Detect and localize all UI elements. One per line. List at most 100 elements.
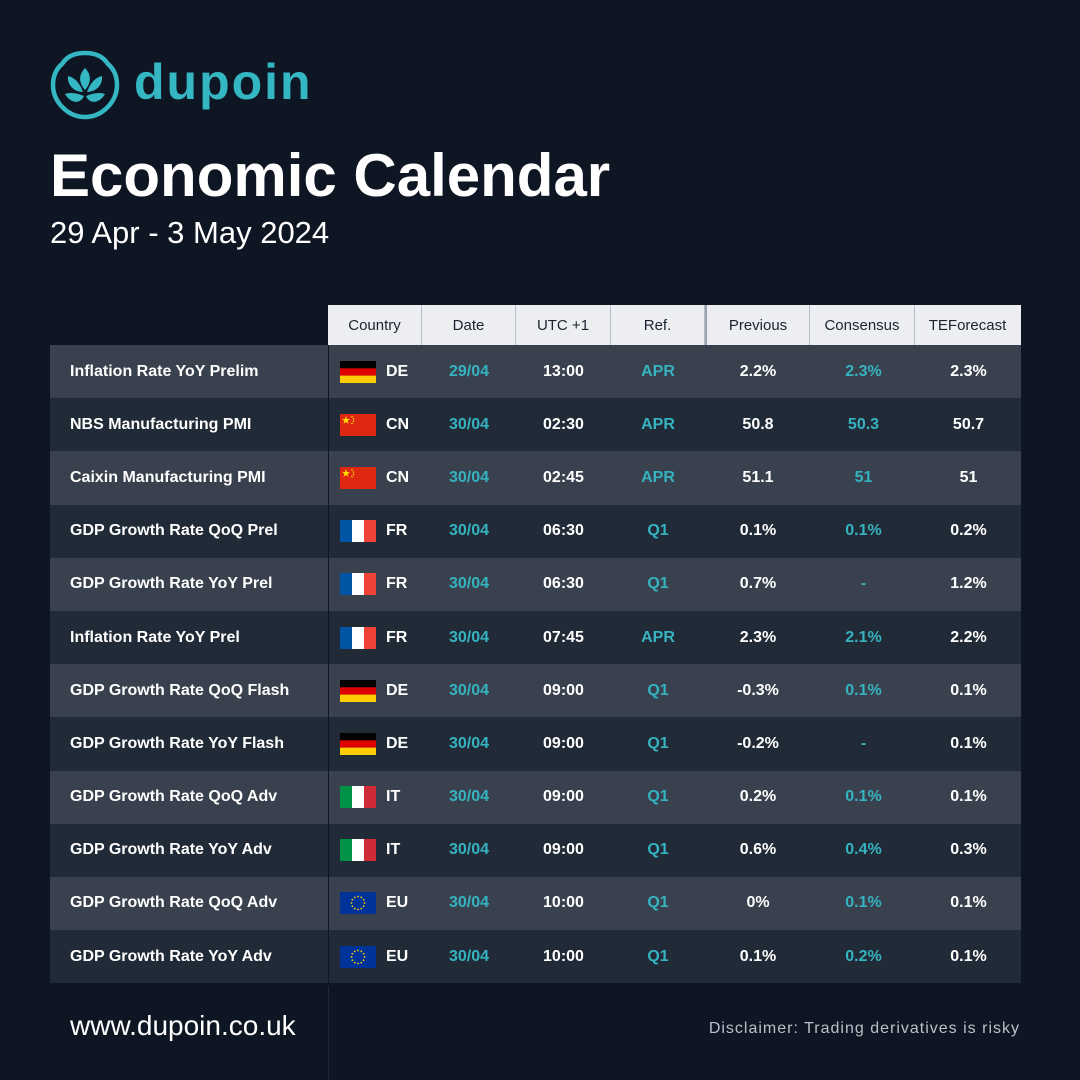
event-name: GDP Growth Rate QoQ Flash bbox=[70, 681, 290, 699]
country-code: DE bbox=[386, 681, 409, 699]
forecast-value: 0.1% bbox=[950, 894, 987, 912]
website-url: www.dupoin.co.uk bbox=[70, 1010, 296, 1041]
header-ref: Ref. bbox=[611, 305, 705, 345]
event-ref: Q1 bbox=[647, 522, 669, 540]
event-ref: APR bbox=[641, 415, 675, 433]
consensus-value: - bbox=[860, 734, 867, 752]
country-code: IT bbox=[386, 788, 401, 806]
previous-value: 51.1 bbox=[742, 468, 774, 486]
table-row: GDP Growth Rate QoQ Adv EU 30/04 10:00 Q1 0% 0… bbox=[50, 876, 1021, 931]
brand-name: dupoin bbox=[134, 54, 313, 110]
table-row: GDP Growth Rate YoY Adv EU 30/04 10:00 Q1 0.1… bbox=[50, 930, 1021, 984]
event-date: 30/04 bbox=[448, 894, 490, 912]
previous-value: 0.2% bbox=[739, 788, 777, 806]
country-cell: IT bbox=[328, 839, 422, 862]
table-row: Caixin Manufacturing PMI CN 30/04 02:45 APR 5… bbox=[50, 451, 1021, 505]
event-date: 30/04 bbox=[448, 522, 490, 540]
forecast-value: 0.3% bbox=[950, 841, 987, 859]
france-flag-icon bbox=[340, 520, 376, 543]
event-date: 30/04 bbox=[448, 841, 490, 859]
column-divider bbox=[328, 717, 329, 771]
event-date: 30/04 bbox=[448, 681, 490, 699]
country-code: CN bbox=[386, 415, 410, 433]
forecast-value: 0.1% bbox=[950, 947, 987, 965]
previous-value: 2.2% bbox=[739, 362, 777, 380]
event-ref: Q1 bbox=[647, 947, 669, 965]
event-name: GDP Growth Rate YoY Adv bbox=[70, 841, 272, 859]
consensus-value: 0.4% bbox=[845, 841, 882, 859]
previous-value: 0.7% bbox=[739, 575, 777, 593]
event-date: 30/04 bbox=[448, 468, 490, 486]
consensus-value: 0.2% bbox=[845, 947, 882, 965]
country-code: DE bbox=[386, 734, 409, 752]
brand-logo: dupoin bbox=[50, 50, 313, 120]
country-code: EU bbox=[386, 947, 409, 965]
lotus-icon bbox=[50, 50, 120, 120]
event-name: GDP Growth Rate QoQ Prel bbox=[70, 522, 278, 540]
column-divider bbox=[328, 451, 329, 505]
header-previous: Previous bbox=[705, 305, 810, 345]
consensus-value: 0.1% bbox=[845, 894, 882, 912]
event-ref: Q1 bbox=[647, 841, 669, 859]
eu-flag-icon bbox=[340, 945, 376, 968]
consensus-value: 50.3 bbox=[847, 415, 880, 433]
event-name: GDP Growth Rate QoQ Adv bbox=[70, 894, 278, 912]
france-flag-icon bbox=[340, 573, 376, 596]
event-date: 30/04 bbox=[448, 628, 490, 646]
country-cell: DE bbox=[328, 360, 422, 383]
forecast-value: 50.7 bbox=[952, 415, 985, 433]
event-name: Inflation Rate YoY Prelim bbox=[70, 362, 259, 380]
column-divider bbox=[328, 610, 329, 665]
footer-divider bbox=[328, 986, 329, 1080]
consensus-value: 51 bbox=[854, 468, 873, 486]
event-time: 09:00 bbox=[543, 681, 584, 699]
consensus-value: 2.3% bbox=[845, 362, 882, 380]
forecast-value: 0.1% bbox=[950, 681, 987, 699]
event-date: 29/04 bbox=[448, 362, 490, 380]
header-forecast: TEForecast bbox=[928, 316, 1007, 334]
event-time: 02:30 bbox=[543, 415, 584, 433]
country-cell: FR bbox=[328, 573, 422, 596]
forecast-value: 0.1% bbox=[950, 788, 987, 806]
event-time: 02:45 bbox=[543, 468, 584, 486]
disclaimer: Disclaimer: Trading derivatives is risky bbox=[708, 1020, 1020, 1037]
country-cell: FR bbox=[328, 520, 422, 543]
forecast-value: 0.2% bbox=[950, 522, 987, 540]
event-name: GDP Growth Rate QoQ Adv bbox=[70, 788, 278, 806]
page-title: Economic Calendar bbox=[50, 142, 611, 209]
forecast-value: 1.2% bbox=[950, 575, 987, 593]
column-divider bbox=[328, 770, 329, 824]
germany-flag-icon bbox=[340, 732, 376, 755]
column-divider bbox=[328, 398, 329, 452]
event-name: GDP Growth Rate YoY Prel bbox=[70, 575, 273, 593]
table-row: GDP Growth Rate QoQ Prel FR 30/04 06:30 Q1 0.… bbox=[50, 504, 1021, 558]
country-code: CN bbox=[386, 468, 410, 486]
event-ref: Q1 bbox=[647, 681, 669, 699]
forecast-value: 2.2% bbox=[950, 628, 987, 646]
header-time: UTC +1 bbox=[516, 305, 611, 345]
consensus-value: 0.1% bbox=[845, 681, 882, 699]
forecast-value: 0.1% bbox=[950, 734, 987, 752]
country-cell: DE bbox=[328, 732, 422, 755]
table-row: Inflation Rate YoY Prel FR 30/04 07:45 APR 2.… bbox=[50, 610, 1021, 665]
column-divider bbox=[328, 930, 329, 984]
china-flag-icon bbox=[340, 466, 376, 489]
header-country: Country bbox=[328, 305, 422, 345]
china-flag-icon bbox=[340, 413, 376, 436]
previous-value: 2.3% bbox=[739, 628, 777, 646]
column-divider bbox=[328, 664, 329, 718]
column-divider bbox=[328, 876, 329, 931]
previous-value: -0.3% bbox=[737, 681, 779, 699]
event-ref: APR bbox=[641, 628, 675, 646]
event-name: Inflation Rate YoY Prel bbox=[70, 628, 240, 646]
previous-value: 50.8 bbox=[742, 415, 774, 433]
italy-flag-icon bbox=[340, 786, 376, 809]
consensus-value: 0.1% bbox=[845, 522, 882, 540]
country-cell: DE bbox=[328, 679, 422, 702]
event-date: 30/04 bbox=[448, 788, 490, 806]
country-cell: EU bbox=[328, 945, 422, 968]
germany-flag-icon bbox=[340, 679, 376, 702]
country-code: FR bbox=[386, 575, 408, 593]
table-row: GDP Growth Rate YoY Flash DE 30/04 09:00 Q1 -… bbox=[50, 717, 1021, 771]
country-cell: FR bbox=[328, 626, 422, 649]
